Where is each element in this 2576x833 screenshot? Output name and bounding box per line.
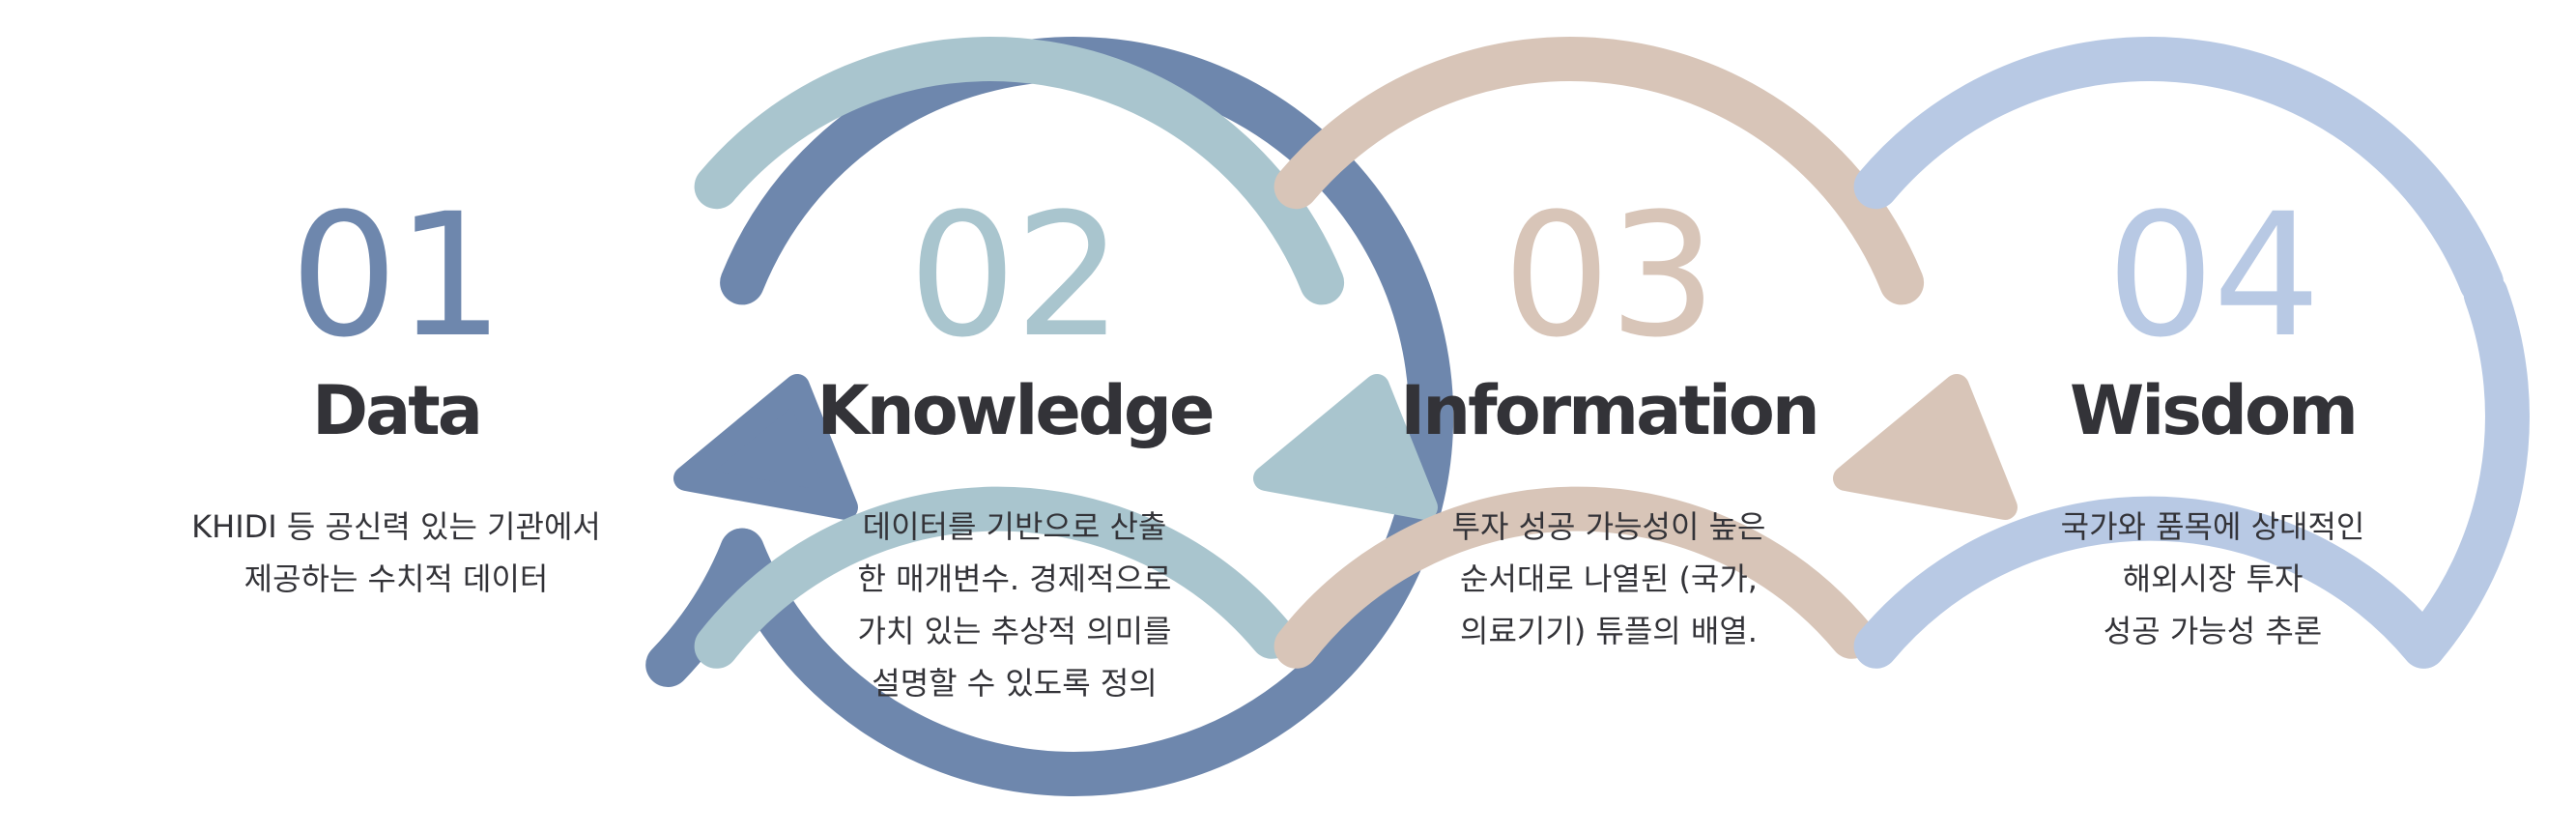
description-line: 의료기기) 튜플의 배열. [1460, 613, 1758, 649]
diagram-shapes [645, 37, 2530, 796]
description-line: 데이터를 기반으로 산출 [862, 508, 1167, 545]
arrow-head-knowledge-icon [1253, 374, 1438, 520]
description-line: 국가와 품목에 상대적인 [2060, 508, 2365, 545]
stage-number: 01 [290, 177, 504, 375]
description-line: 한 매개변수. 경제적으로 [857, 560, 1172, 597]
description-line: 해외시장 투자 [2122, 560, 2304, 597]
description-line: 순서대로 나열된 (국가, [1460, 560, 1758, 597]
stage-wisdom: 04 Wisdom 국가와 품목에 상대적인 해외시장 투자 성공 가능성 추론 [1942, 0, 2483, 833]
arrow-head-information-icon [1833, 374, 2018, 520]
stage-number: 04 [2106, 177, 2321, 375]
description-line: 성공 가능성 추론 [2103, 613, 2323, 649]
description-line: KHIDI 등 공신력 있는 기관에서 [191, 508, 601, 545]
stage-knowledge: 02 Knowledge 데이터를 기반으로 산출 한 매개변수. 경제적으로 … [744, 0, 1285, 833]
stage-description: 투자 성공 가능성이 높은 순서대로 나열된 (국가, 의료기기) 튜플의 배열… [1338, 501, 1879, 657]
stage-title: Knowledge [816, 371, 1216, 450]
arrow-head-data-icon [673, 374, 858, 520]
stage-description: 국가와 품목에 상대적인 해외시장 투자 성공 가능성 추론 [1942, 501, 2483, 657]
ring-bottom-arc-knowledge [694, 486, 1295, 669]
description-line: 투자 성공 가능성이 높은 [1451, 508, 1766, 545]
stage-title: Data [311, 371, 483, 450]
description-line: 가치 있는 추상적 의미를 [857, 613, 1172, 649]
ring-right-arc-wisdom [2401, 272, 2530, 669]
ring-arc-data-tail [645, 528, 765, 687]
description-line: 설명할 수 있도록 정의 [872, 665, 1158, 702]
ring-top-arc-wisdom [1853, 37, 2504, 305]
stage-number: 03 [1503, 177, 1717, 375]
description-line: 제공하는 수치적 데이터 [243, 560, 549, 597]
stage-description: KHIDI 등 공신력 있는 기관에서 제공하는 수치적 데이터 [126, 501, 667, 605]
stage-title: Wisdom [2069, 371, 2359, 450]
stage-number: 02 [908, 177, 1123, 375]
ring-bottom-arc-wisdom [1853, 496, 2447, 669]
ring-top-arc-information [1274, 37, 1925, 305]
stage-data: 01 Data KHIDI 등 공신력 있는 기관에서 제공하는 수치적 데이터 [126, 0, 667, 833]
ring-top-arc-knowledge [694, 37, 1345, 305]
stage-title: Information [1400, 371, 1820, 450]
stage-description: 데이터를 기반으로 산출 한 매개변수. 경제적으로 가치 있는 추상적 의미를… [744, 501, 1285, 709]
ring-bottom-arc-information [1274, 486, 1875, 669]
stage-information: 03 Information 투자 성공 가능성이 높은 순서대로 나열된 (국… [1338, 0, 1879, 833]
